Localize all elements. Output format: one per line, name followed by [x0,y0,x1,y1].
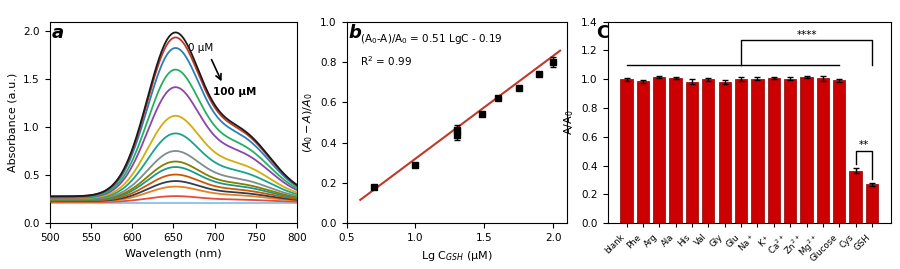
Bar [817,79,829,223]
Bar [620,79,633,223]
Bar [686,82,698,223]
Text: (A$_0$-A)/A$_0$ = 0.51 LgC - 0.19: (A$_0$-A)/A$_0$ = 0.51 LgC - 0.19 [360,32,502,46]
Bar [653,77,665,223]
Bar [735,79,747,223]
X-axis label: Lg C$_{GSH}$ (μM): Lg C$_{GSH}$ (μM) [421,249,492,263]
X-axis label: Wavelength (nm): Wavelength (nm) [125,249,221,259]
Bar [718,82,731,223]
Y-axis label: Absorbance (a.u.): Absorbance (a.u.) [7,73,18,172]
Y-axis label: A/A$_0$: A/A$_0$ [562,110,576,135]
Y-axis label: $(A_0-A)/A_0$: $(A_0-A)/A_0$ [302,92,315,153]
Text: R$^2$ = 0.99: R$^2$ = 0.99 [360,54,411,68]
Text: 100 μM: 100 μM [213,87,256,97]
Bar [752,79,763,223]
Text: C: C [596,24,609,41]
Bar [702,79,715,223]
Bar [768,78,780,223]
Text: 0 μM: 0 μM [188,43,213,53]
Bar [637,82,649,223]
Bar [670,78,682,223]
Bar [833,80,845,223]
Bar [850,171,862,223]
Text: **: ** [859,140,868,150]
Text: ****: **** [796,30,817,40]
Text: a: a [52,24,64,41]
Bar [784,79,796,223]
Bar [800,77,813,223]
Text: b: b [348,24,362,41]
Bar [866,184,878,223]
